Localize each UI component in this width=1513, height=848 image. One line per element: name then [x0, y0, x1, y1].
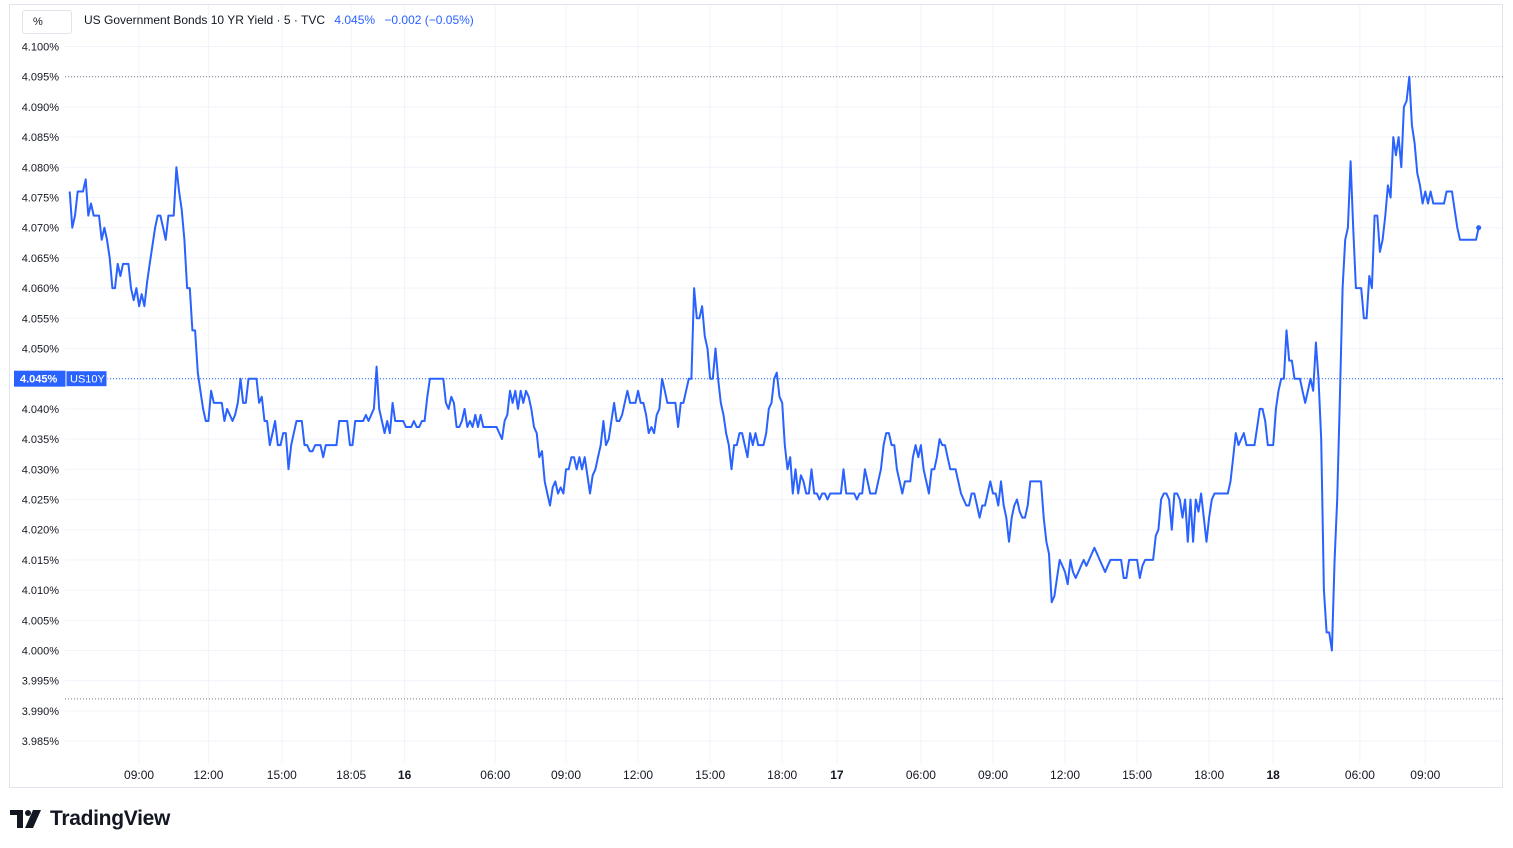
- y-tick-label: 4.035%: [22, 434, 60, 446]
- x-tick-label: 15:00: [695, 768, 725, 782]
- x-tick-label: 06:00: [1345, 768, 1375, 782]
- current-price-label-bg: [14, 370, 66, 387]
- symbol-tag-bg: [65, 370, 108, 388]
- x-tick-label: 18:00: [767, 768, 797, 782]
- y-tick-label: 4.010%: [22, 585, 60, 597]
- y-tick-label: 4.060%: [22, 283, 60, 295]
- series-line[interactable]: [68, 75, 1480, 652]
- brand-name: TradingView: [50, 807, 171, 830]
- x-tick-label: 09:00: [551, 768, 581, 782]
- x-tick-label-day: 16: [398, 768, 412, 782]
- series-layer: [68, 75, 1482, 652]
- x-tick-label: 18:05: [336, 768, 366, 782]
- x-tick-label: 09:00: [978, 768, 1008, 782]
- x-tick-label: 06:00: [906, 768, 936, 782]
- current-price-label: 4.045%: [20, 374, 58, 386]
- y-tick-label: 4.040%: [22, 404, 60, 416]
- last-value: 4.045%: [334, 13, 376, 27]
- grid-layer: [65, 5, 1504, 763]
- y-tick-label: 3.995%: [22, 676, 60, 688]
- y-tick-label: 4.070%: [22, 223, 60, 235]
- last-point-marker: [1476, 225, 1482, 231]
- price-tag: 4.045% US10Y: [14, 370, 108, 388]
- x-tick-label: 12:00: [623, 768, 653, 782]
- y-tick-label: 4.090%: [22, 102, 60, 114]
- reference-lines: [65, 76, 1504, 700]
- x-tick-label: 15:00: [267, 768, 297, 782]
- y-tick-label: 4.095%: [22, 72, 60, 84]
- y-tick-label: 4.020%: [22, 525, 60, 537]
- y-tick-label: 3.985%: [22, 736, 60, 748]
- x-tick-label: 09:00: [1410, 768, 1440, 782]
- tradingview-logo[interactable]: TradingView: [10, 807, 170, 831]
- y-tick-label: 4.055%: [22, 313, 60, 325]
- y-tick-label: 4.005%: [22, 615, 60, 627]
- unit-toggle-button[interactable]: %: [22, 10, 72, 34]
- y-tick-label: 4.050%: [22, 344, 60, 356]
- chart-frame[interactable]: 4.100% 4.095% 4.090% 4.085% 4.080% 4.075% 4.07…: [9, 4, 1504, 789]
- x-axis[interactable]: 09:00 12:00 15:00 18:05 16 06:00 09:00 12:00 15:…: [124, 768, 1441, 782]
- x-tick-label: 09:00: [124, 768, 154, 782]
- x-tick-label: 18:00: [1194, 768, 1224, 782]
- y-axis[interactable]: 4.100% 4.095% 4.090% 4.085% 4.080% 4.075% 4.07…: [22, 42, 60, 749]
- y-tick-label: 4.080%: [22, 162, 60, 174]
- y-tick-label: 4.065%: [22, 253, 60, 265]
- symbol-tag-label: US10Y: [70, 374, 106, 386]
- x-tick-label-day: 17: [830, 768, 844, 782]
- x-tick-label-day: 18: [1267, 768, 1281, 782]
- symbol-legend[interactable]: US Government Bonds 10 YR Yield · 5 · TV…: [84, 13, 474, 27]
- x-tick-label: 12:00: [1050, 768, 1080, 782]
- symbol-title: US Government Bonds 10 YR Yield · 5 · TV…: [84, 13, 326, 27]
- y-tick-label: 4.015%: [22, 555, 60, 567]
- y-tick-label: 4.030%: [22, 464, 60, 476]
- y-tick-label: 4.085%: [22, 132, 60, 144]
- x-tick-label: 06:00: [480, 768, 510, 782]
- y-tick-label: 4.025%: [22, 495, 60, 507]
- x-tick-label: 15:00: [1122, 768, 1152, 782]
- y-tick-label: 3.990%: [22, 706, 60, 718]
- x-tick-label: 12:00: [193, 768, 223, 782]
- y-tick-label: 4.100%: [22, 42, 60, 54]
- tradingview-logo-icon: [10, 810, 41, 828]
- y-tick-label: 4.000%: [22, 646, 60, 658]
- y-tick-label: 4.075%: [22, 193, 60, 205]
- change-value: −0.002 (−0.05%): [384, 13, 474, 27]
- price-chart[interactable]: 4.100% 4.095% 4.090% 4.085% 4.080% 4.075% 4.07…: [10, 5, 1504, 789]
